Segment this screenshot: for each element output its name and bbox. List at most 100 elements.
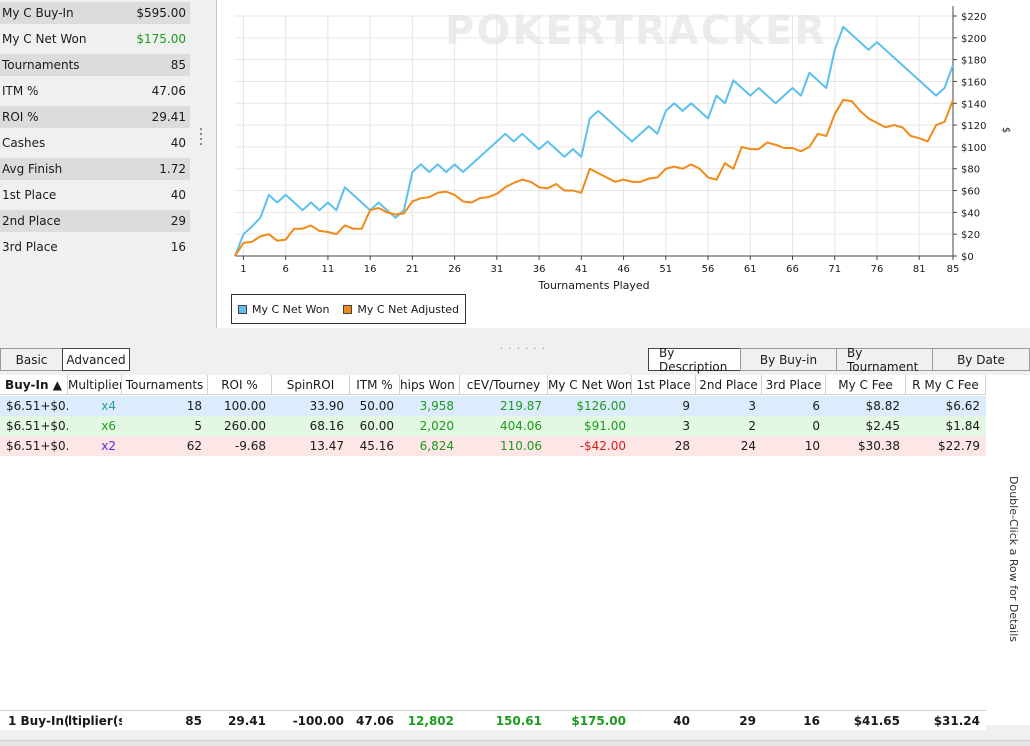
- x-tick-label: 21: [406, 264, 419, 275]
- legend-label: My C Net Adjusted: [357, 302, 460, 316]
- tab-by-buy-in[interactable]: By Buy-in: [740, 348, 836, 371]
- stat-label: My C Buy-In: [2, 6, 74, 20]
- total-buy-in: 1 Buy-In(s): [8, 714, 68, 728]
- cell-cev: 219.87: [500, 399, 542, 413]
- cell-itm: 60.00: [359, 419, 394, 433]
- x-tick-label: 76: [871, 264, 884, 275]
- stat-row-buy-in: My C Buy-In $595.00: [0, 2, 190, 24]
- total-r-fee: $31.24: [933, 714, 980, 728]
- table-row[interactable]: $6.51+$0.49 x6 5 260.00 68.16 60.00 2,02…: [0, 416, 986, 436]
- cell-itm: 50.00: [359, 399, 394, 413]
- tab-by-description[interactable]: By Description: [648, 346, 740, 374]
- vertical-splitter-grip[interactable]: [200, 128, 203, 158]
- table-row[interactable]: $6.51+$0.49 x2 62 -9.68 13.47 45.16 6,82…: [0, 436, 986, 456]
- totals-row: 1 Buy-In(s) ltiplier(s) 85 29.41 -100.00…: [0, 710, 986, 730]
- cell-buy-in: $6.51+$0.49: [6, 419, 68, 433]
- stat-value: 1.72: [159, 162, 186, 176]
- y-tick-label: $200: [961, 34, 986, 45]
- y-tick-label: $20: [961, 230, 980, 241]
- stat-label: My C Net Won: [2, 32, 87, 46]
- cell-multiplier: x2: [101, 439, 116, 453]
- cell-fee: $2.45: [865, 419, 900, 433]
- tab-advanced[interactable]: Advanced: [62, 348, 130, 371]
- cell-2nd: 3: [748, 399, 756, 413]
- header-cev-tourney[interactable]: cEV/Tourney: [460, 375, 548, 395]
- stat-label: ITM %: [2, 84, 39, 98]
- cell-net-won: -$42.00: [579, 439, 626, 453]
- series-line-net-won: [234, 25, 954, 257]
- header-net-won[interactable]: My C Net Won: [548, 375, 632, 395]
- cell-chips-won: 3,958: [419, 399, 454, 413]
- mode-tabs: Basic Advanced: [0, 348, 130, 371]
- legend-swatch: [238, 304, 247, 314]
- table-row[interactable]: $6.51+$0.49 x4 18 100.00 33.90 50.00 3,9…: [0, 396, 986, 416]
- cell-1st: 28: [674, 439, 690, 453]
- total-fee: $41.65: [853, 714, 900, 728]
- grouping-tabs: By Description By Buy-in By Tournament B…: [648, 346, 1030, 374]
- header-3rd-place[interactable]: 3rd Place: [762, 375, 826, 395]
- cell-roi: -9.68: [234, 439, 266, 453]
- header-chips-won[interactable]: hips Won A: [400, 375, 460, 395]
- header-multiplier[interactable]: Multiplier: [68, 375, 122, 395]
- cell-fee: $8.82: [865, 399, 900, 413]
- cell-chips-won: 2,020: [419, 419, 454, 433]
- stat-label: 2nd Place: [2, 214, 61, 228]
- stat-value: 40: [170, 188, 186, 202]
- legend-item-net-adjusted: My C Net Adjusted: [343, 303, 459, 316]
- header-itm[interactable]: ITM %: [350, 375, 400, 395]
- stat-label: Cashes: [2, 136, 46, 150]
- stat-row-roi: ROI % 29.41: [0, 106, 190, 128]
- bottom-scrollbar[interactable]: [0, 740, 1030, 746]
- cell-buy-in: $6.51+$0.49: [6, 439, 68, 453]
- double-click-hint: Double-Click a Row for Details: [1007, 476, 1028, 642]
- chart-panel: POKERTRACKER $0 $20 $40 $60 $80 $100 $120 $140 $…: [216, 0, 1030, 328]
- x-tick-label: 66: [786, 264, 799, 275]
- total-1st: 40: [673, 714, 690, 728]
- header-tournaments[interactable]: Tournaments: [122, 375, 208, 395]
- legend-label: My C Net Won: [252, 302, 330, 316]
- double-click-hint-text: Double-Click a Row for Details: [1007, 476, 1020, 643]
- total-tournaments: 85: [185, 714, 202, 728]
- cell-r-fee: $22.79: [938, 439, 980, 453]
- header-spinroi[interactable]: SpinROI: [272, 375, 350, 395]
- total-chips-won: 12,802: [407, 714, 454, 728]
- cell-roi: 100.00: [224, 399, 266, 413]
- stat-value: 47.06: [151, 84, 186, 98]
- stat-row-tournaments: Tournaments 85: [0, 54, 190, 76]
- tab-by-tournament[interactable]: By Tournament: [836, 346, 932, 374]
- stat-row-2nd: 2nd Place 29: [0, 210, 190, 232]
- total-cev: 150.61: [495, 714, 542, 728]
- cell-net-won: $91.00: [584, 419, 626, 433]
- header-roi[interactable]: ROI %: [208, 375, 272, 395]
- tab-basic[interactable]: Basic: [0, 348, 62, 371]
- x-tick-label: 81: [913, 264, 926, 275]
- total-roi: 29.41: [228, 714, 266, 728]
- stat-label: Avg Finish: [2, 162, 63, 176]
- cell-3rd: 0: [812, 419, 820, 433]
- tab-by-date[interactable]: By Date: [932, 348, 1030, 371]
- cell-roi: 260.00: [224, 419, 266, 433]
- total-3rd: 16: [803, 714, 820, 728]
- cell-spinroi: 33.90: [309, 399, 344, 413]
- results-table: Buy-In ▲ Multiplier Tournaments ROI % Sp…: [0, 375, 1030, 725]
- cell-chips-won: 6,824: [419, 439, 454, 453]
- header-r-fee[interactable]: R My C Fee: [906, 375, 986, 395]
- cell-3rd: 10: [804, 439, 820, 453]
- x-tick-label: 85: [947, 264, 960, 275]
- stat-row-net-won: My C Net Won $175.00: [0, 28, 190, 50]
- stat-row-cashes: Cashes 40: [0, 132, 190, 154]
- stat-value: 29: [170, 214, 186, 228]
- cell-multiplier: x6: [101, 419, 116, 433]
- header-1st-place[interactable]: 1st Place: [632, 375, 696, 395]
- header-fee[interactable]: My C Fee: [826, 375, 906, 395]
- cell-itm: 45.16: [359, 439, 394, 453]
- horizontal-splitter-grip[interactable]: · · · · · ·: [500, 344, 546, 355]
- stat-value: $595.00: [136, 6, 186, 20]
- x-tick-label: 11: [322, 264, 335, 275]
- y-tick-label: $180: [961, 56, 986, 67]
- total-itm: 47.06: [356, 714, 394, 728]
- header-buy-in[interactable]: Buy-In ▲: [0, 375, 68, 395]
- y-tick-label: $100: [961, 143, 986, 154]
- header-2nd-place[interactable]: 2nd Place: [696, 375, 762, 395]
- stat-row-3rd: 3rd Place 16: [0, 236, 190, 258]
